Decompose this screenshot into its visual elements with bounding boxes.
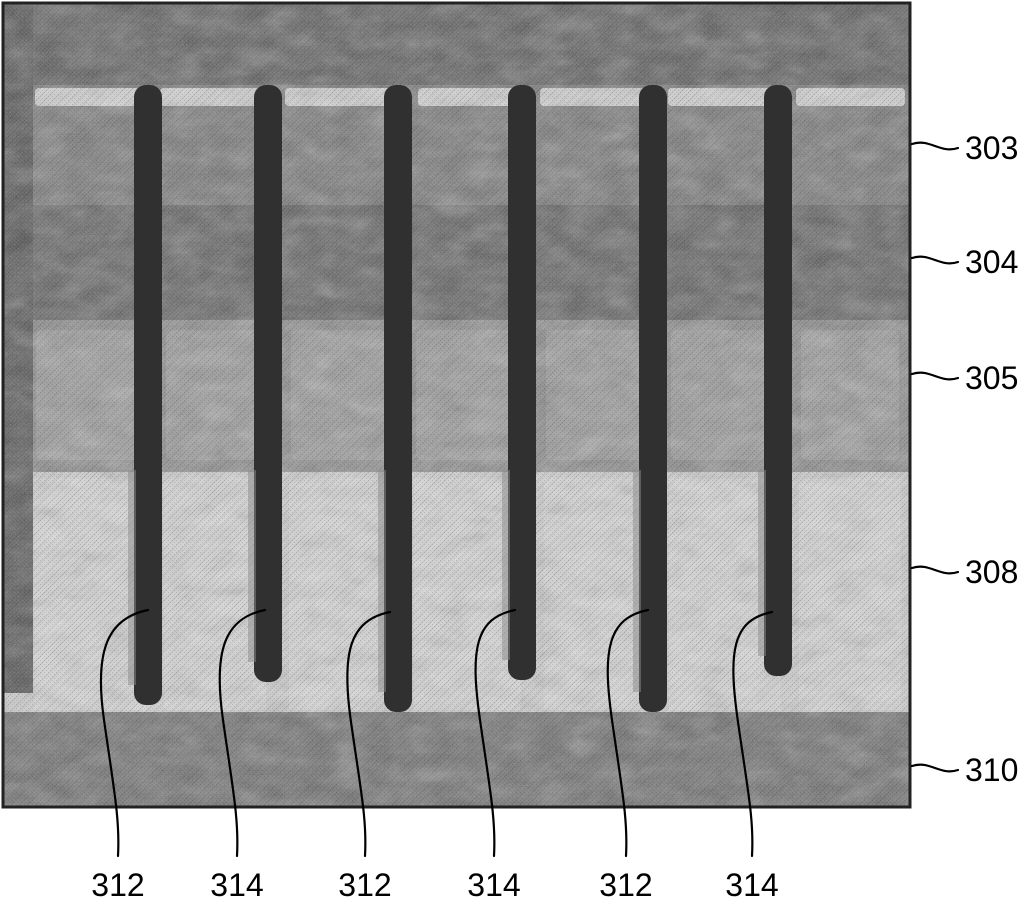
ref-label-314: 314	[467, 867, 520, 903]
leader-line-303	[912, 143, 958, 150]
ref-label-312: 312	[599, 867, 652, 903]
trench-312-5	[639, 85, 667, 712]
ref-label-308: 308	[965, 554, 1018, 590]
ref-label-312: 312	[338, 867, 391, 903]
leader-line-308	[912, 567, 958, 574]
trench-liner	[128, 470, 136, 685]
trench-liner	[378, 470, 386, 692]
trench-liner	[248, 470, 256, 662]
ref-label-304: 304	[965, 244, 1018, 280]
trench-314-2	[254, 85, 282, 682]
leader-line-310	[912, 765, 958, 772]
ref-label-314: 314	[210, 867, 263, 903]
micrograph-image	[3, 3, 910, 807]
trench-314-4	[508, 85, 536, 680]
ref-label-305: 305	[965, 360, 1018, 396]
ref-label-312: 312	[91, 867, 144, 903]
trench-312-3	[384, 85, 412, 712]
trench-314-6	[764, 85, 792, 676]
ref-label-310: 310	[965, 752, 1018, 788]
trench-liner	[633, 470, 641, 692]
ref-label-303: 303	[965, 130, 1018, 166]
leader-line-304	[912, 257, 958, 264]
trench-liner	[758, 470, 766, 656]
ref-label-314: 314	[725, 867, 778, 903]
leader-line-305	[912, 373, 958, 380]
trench-liner	[502, 470, 510, 660]
